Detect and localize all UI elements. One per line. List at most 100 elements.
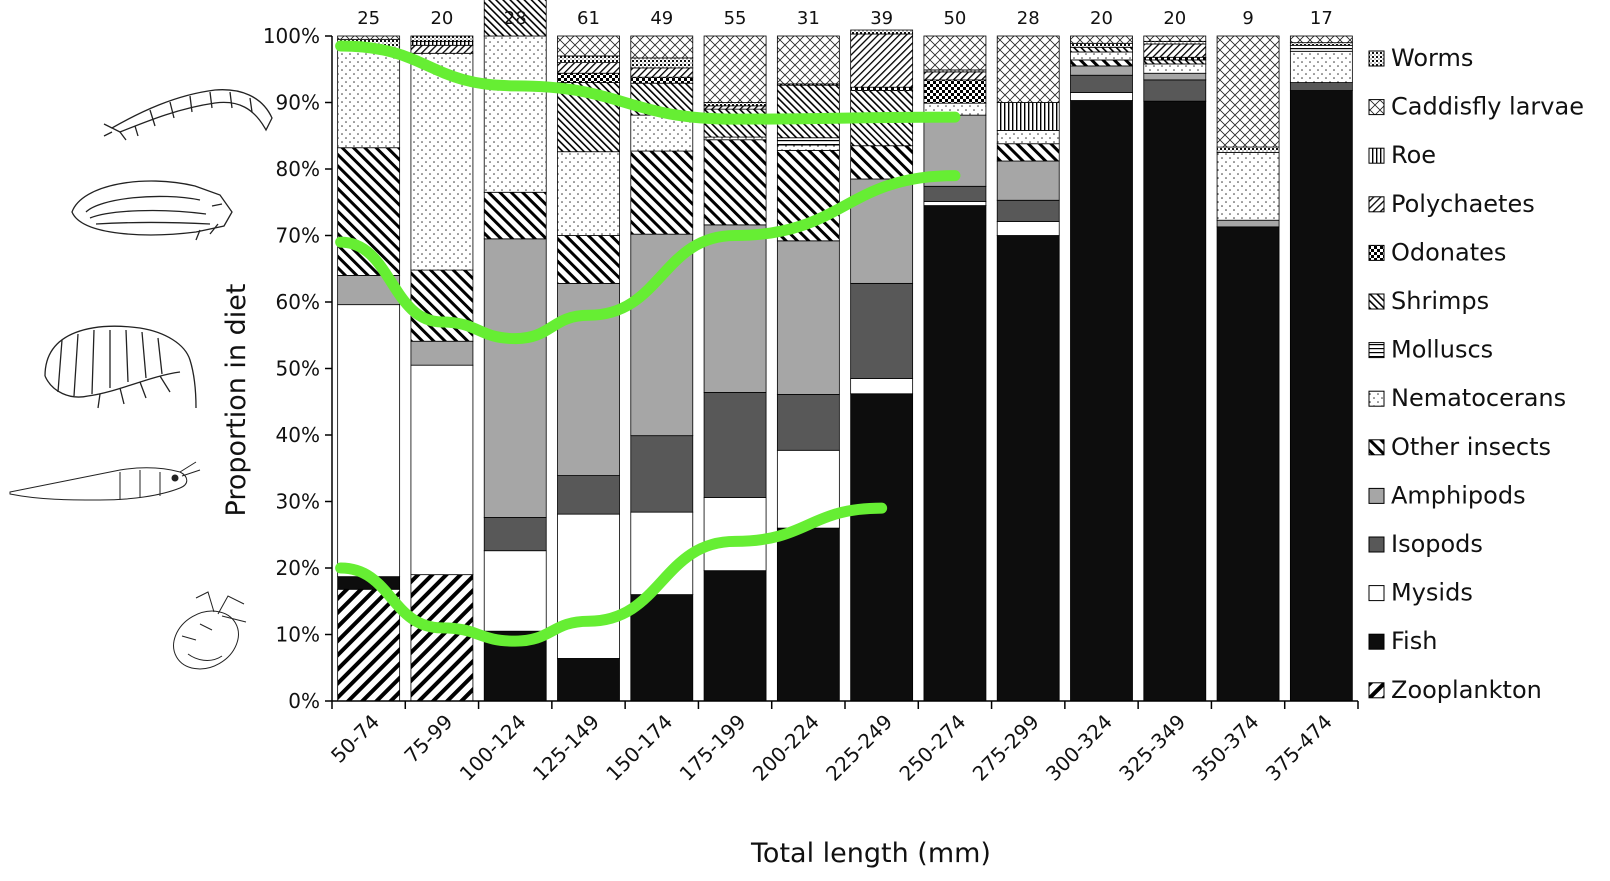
bar-group-125-149 (557, 35, 620, 702)
bar-group-375-474 (1289, 35, 1353, 702)
y-tick-label: 20% (276, 556, 320, 580)
x-tick-label: 75-99 (399, 710, 457, 768)
nematoceran-larva-illustration (103, 89, 273, 141)
bar-segment-fish (850, 393, 914, 702)
insect-larva-illustration (71, 180, 233, 241)
legend-swatch (1368, 196, 1385, 213)
bar-segment-mysids (703, 497, 767, 572)
legend-item-isopods: Isopods (1368, 530, 1483, 558)
legend-label: Worms (1391, 44, 1473, 72)
trend-line-middle (335, 170, 961, 345)
bar-segment-shrimps (776, 84, 840, 139)
bar-group-275-299 (996, 35, 1060, 702)
x-tick-label: 225-249 (821, 710, 897, 786)
legend-swatch (1368, 487, 1385, 504)
bar-segment-shrimps (1070, 46, 1133, 53)
bar-segment-worms (1070, 42, 1133, 48)
bar-segment-caddisfly-larvae (776, 35, 840, 85)
illustrations (9, 89, 273, 670)
bar-segment-mysids (996, 221, 1060, 236)
bar-segment-other-insects (1070, 59, 1133, 67)
bar-segment-zooplankton (410, 574, 474, 702)
zooplankton-illustration (173, 591, 247, 670)
sample-size-label: 28 (1017, 8, 1040, 29)
bar-segment-nematocerans (1216, 151, 1280, 221)
bar-group-75-99 (410, 35, 474, 702)
bar-group-200-224 (776, 35, 840, 702)
bar-segment-odonates (923, 79, 987, 104)
amphipod-illustration (44, 325, 197, 409)
x-tick-label: 175-199 (675, 710, 751, 786)
x-tick-label: 200-224 (748, 710, 824, 786)
bar-segment-worms (630, 57, 694, 69)
bar-segment-amphipods (996, 160, 1060, 201)
bar-segment-caddisfly-larvae (996, 35, 1060, 103)
x-tick-label: 275-299 (968, 710, 1044, 786)
bar-segment-odonates (850, 86, 914, 91)
sample-size-label: 31 (797, 8, 820, 29)
bar-segment-polychaetes (630, 67, 694, 78)
bar-segment-polychaetes (410, 44, 474, 54)
legend-swatch (1368, 342, 1385, 359)
bar-segment-nematocerans (1143, 63, 1207, 74)
sample-size-label: 20 (1163, 8, 1186, 29)
legend-item-other-insects: Other insects (1368, 433, 1551, 461)
bar-segment-fish (1216, 226, 1280, 702)
y-tick-label: 50% (276, 357, 320, 381)
y-tick-label: 90% (276, 91, 320, 115)
legend-swatch (1368, 293, 1385, 310)
x-axis-label: Total length (mm) (750, 838, 991, 869)
bar-segment-polychaetes (923, 71, 987, 81)
bar-segment-fish (1143, 100, 1207, 702)
bar-segment-amphipods (1070, 65, 1133, 76)
bar-segment-isopods (1070, 74, 1133, 93)
bar-group-300-324 (1070, 35, 1133, 702)
bars (337, 0, 1353, 702)
sample-size-label: 17 (1310, 8, 1333, 29)
bar-segment-shrimps (483, 0, 547, 37)
x-tick-label: 300-324 (1041, 710, 1117, 786)
bar-segment-roe (410, 40, 474, 46)
legend-swatch (1368, 536, 1385, 553)
bar-segment-zooplankton (337, 588, 401, 702)
trend-lines (335, 40, 961, 647)
legend-item-mysids: Mysids (1368, 579, 1473, 607)
bar-group-325-349 (1143, 35, 1207, 702)
bar-segment-molluscs (1289, 44, 1353, 52)
bar-segment-other-insects (483, 191, 547, 240)
bar-segment-odonates (557, 72, 620, 83)
bar-segment-amphipods (703, 224, 767, 393)
bar-segment-other-insects (850, 145, 914, 180)
bar-segment-caddisfly-larvae (1143, 35, 1207, 42)
y-tick-label: 70% (276, 224, 320, 248)
sample-size-label: 9 (1242, 8, 1253, 29)
legend-item-shrimps: Shrimps (1368, 287, 1489, 315)
x-tick-label: 375-474 (1261, 710, 1337, 786)
bar-segment-other-insects (996, 143, 1060, 162)
bar-segment-shrimps (1143, 59, 1207, 65)
legend-item-caddisfly-larvae: Caddisfly larvae (1368, 93, 1584, 121)
bar-segment-mysids (850, 378, 914, 395)
legend-label: Polychaetes (1391, 190, 1535, 218)
legend-label: Odonates (1391, 238, 1506, 266)
mysid-illustration (9, 461, 201, 501)
legend-label: Roe (1391, 141, 1436, 169)
bar-segment-caddisfly-larvae (1289, 35, 1353, 44)
bar-segment-amphipods (410, 340, 474, 366)
legend-label: Zooplankton (1391, 676, 1542, 704)
bar-segment-fish (1070, 100, 1133, 702)
bar-segment-amphipods (630, 233, 694, 437)
bar-group-150-174 (630, 35, 694, 702)
bar-segment-fish (557, 658, 620, 702)
bar-segment-fish (703, 570, 767, 702)
bar-segment-isopods (483, 517, 547, 552)
bar-segment-mysids (337, 304, 401, 578)
bar-segment-fish (776, 527, 840, 702)
x-tick-label: 50-74 (326, 710, 384, 768)
bar-segment-nematocerans (337, 48, 401, 149)
labels: Proportion in diet Total length (mm) (221, 284, 991, 869)
y-tick-label: 100% (263, 24, 320, 48)
bar-segment-isopods (557, 475, 620, 515)
y-tick-label: 0% (288, 689, 320, 713)
